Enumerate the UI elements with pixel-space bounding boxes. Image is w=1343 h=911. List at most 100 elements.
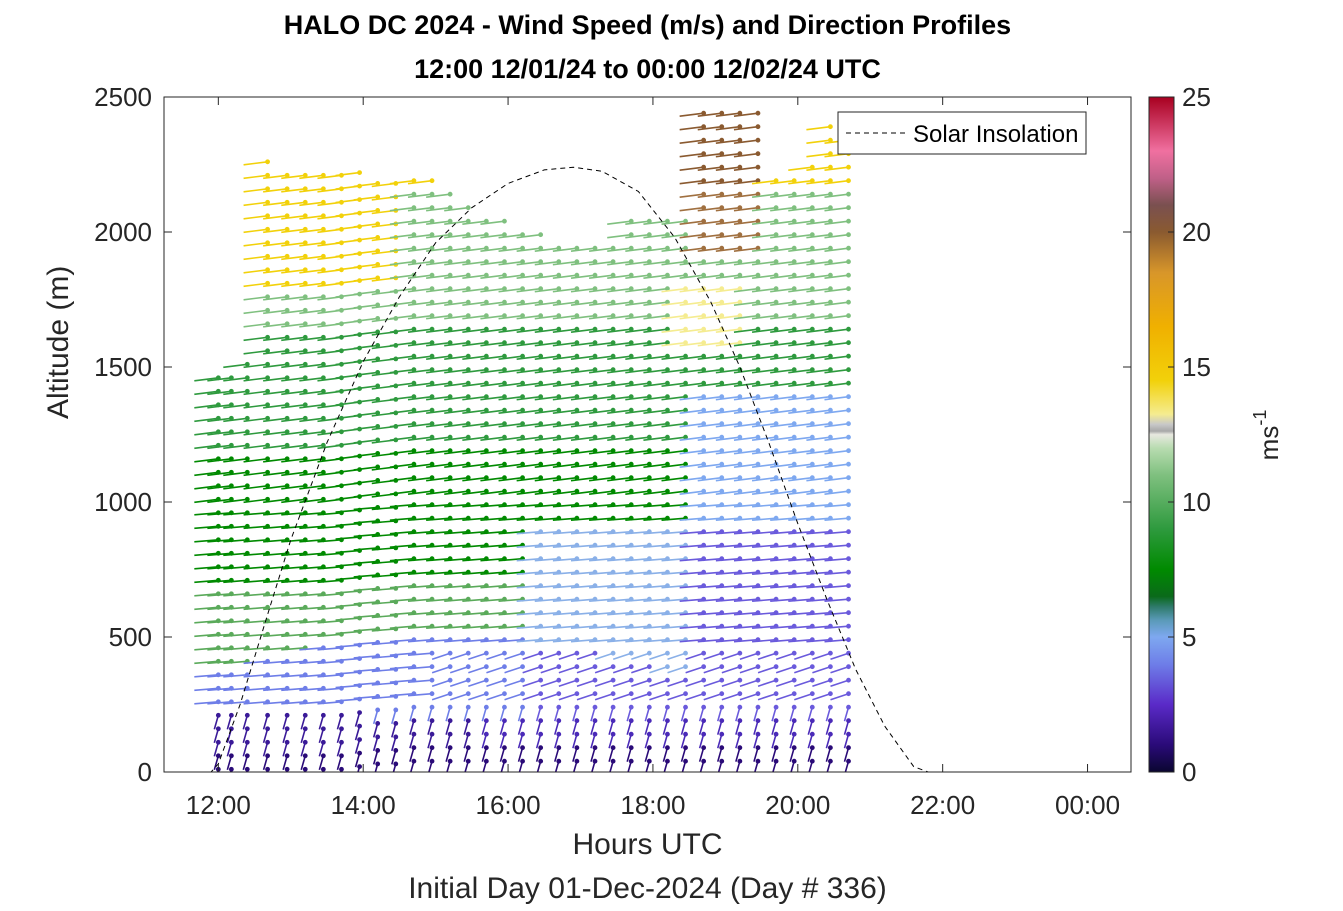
wind-barb-head [791, 461, 797, 467]
wind-barb-head [483, 718, 489, 724]
wind-barb [534, 463, 559, 468]
wind-barb [570, 409, 596, 414]
wind-barb [824, 179, 849, 185]
wind-barb-head [520, 340, 525, 346]
wind-barb [588, 328, 614, 333]
wind-barb [735, 760, 741, 772]
wind-barb-head [683, 299, 688, 305]
wind-barb [552, 544, 577, 548]
wind-barb [427, 720, 433, 735]
wind-barb [607, 490, 632, 495]
wind-barb-head [429, 488, 435, 494]
wind-barb-head [809, 232, 815, 238]
wind-barb [553, 747, 560, 762]
wind-barb [679, 625, 704, 629]
wind-barb-head [737, 313, 743, 319]
wind-barb [770, 193, 795, 198]
wind-barb [263, 201, 288, 207]
wind-barbs-layer [194, 110, 851, 772]
wind-barb-head [538, 650, 544, 656]
wind-barb [757, 665, 777, 674]
wind-barb-head [447, 367, 453, 373]
legend: Solar Insolation [837, 111, 1087, 155]
wind-barb [516, 233, 541, 239]
wind-barb-head [755, 259, 761, 265]
wind-barb-head [610, 340, 616, 346]
wind-barb [427, 747, 433, 762]
wind-barb-head [610, 650, 616, 656]
wind-barb [426, 260, 451, 266]
wind-barb [263, 377, 288, 382]
wind-barb [806, 625, 831, 629]
wind-barb-head [538, 448, 544, 454]
wind-barb [607, 476, 632, 482]
wind-barb [721, 665, 741, 674]
wind-barb [697, 166, 722, 171]
wind-barb-head [465, 353, 471, 359]
wind-barb [335, 536, 360, 540]
wind-barb-head [683, 758, 688, 764]
wind-barb [407, 625, 433, 629]
wind-barb-head [827, 367, 833, 373]
wind-barb-head [465, 664, 471, 670]
wind-barb [281, 444, 306, 450]
wind-barb-head [665, 245, 670, 251]
wind-barb-head [411, 758, 417, 764]
wind-barb [499, 720, 506, 735]
wind-barb-head [737, 299, 743, 305]
wind-barb-head [827, 313, 833, 319]
wind-barb [223, 566, 248, 570]
wind-barb [570, 422, 596, 428]
wind-barb-head [502, 691, 507, 697]
wind-barb [733, 557, 759, 562]
wind-barb-head [610, 421, 616, 427]
wind-barb-head [773, 691, 779, 697]
wind-barb [733, 422, 759, 428]
wind-barb-head [483, 380, 489, 386]
wind-barb [353, 587, 378, 592]
wind-barb [444, 409, 469, 414]
wind-barb [263, 458, 288, 463]
wind-barb-head [320, 442, 326, 448]
wind-barb [607, 382, 632, 387]
wind-barb [733, 368, 759, 374]
wind-barb [426, 517, 451, 521]
wind-barb-head [284, 334, 290, 340]
wind-barb-head [320, 226, 326, 232]
wind-barb [643, 611, 668, 616]
wind-barb-head [665, 299, 670, 305]
wind-barb [770, 355, 795, 360]
wind-barb-head [538, 461, 544, 467]
wind-barb [770, 328, 795, 333]
wind-barb [625, 611, 650, 616]
wind-barb [607, 422, 632, 428]
wind-barb [625, 233, 650, 239]
wind-barb [407, 598, 433, 602]
wind-barb-head [302, 469, 308, 475]
wind-barb [588, 301, 614, 306]
wind-barb [449, 679, 469, 687]
wind-barb [806, 530, 831, 535]
wind-barb-head [265, 483, 270, 489]
wind-barb [480, 314, 505, 320]
wind-barb-head [737, 259, 743, 265]
wind-barb-head [538, 394, 544, 400]
wind-barb [426, 301, 451, 306]
wind-barb [223, 431, 248, 436]
wind-barb-head [701, 124, 707, 130]
wind-barb-head [357, 737, 362, 742]
wind-barb-head [556, 664, 562, 670]
wind-barb-head [773, 394, 779, 400]
wind-barb [372, 709, 379, 725]
wind-barb [643, 584, 668, 589]
wind-barb [715, 287, 740, 293]
wind-barb [643, 247, 668, 252]
wind-barb [299, 390, 324, 396]
wind-barb [498, 301, 523, 306]
wind-barb [281, 296, 306, 301]
wind-barb-head [320, 240, 326, 246]
wind-barb [516, 287, 541, 293]
wind-barb [407, 328, 433, 333]
wind-barb-head [827, 421, 833, 427]
